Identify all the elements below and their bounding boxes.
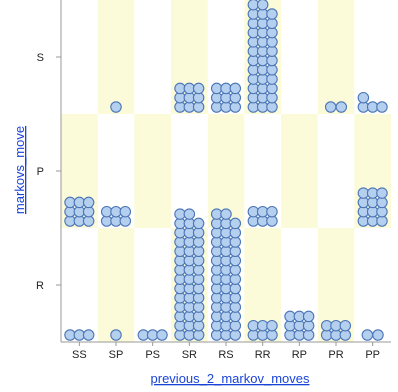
- x-tick-label-SP: SP: [109, 349, 124, 361]
- data-points: [64, 0, 388, 341]
- x-tick-labels: SS SP PS SR RS RR RP PR PP: [72, 342, 380, 361]
- data-point-S-PR: [324, 101, 337, 113]
- data-point-S-RS: [229, 82, 242, 95]
- data-point-R-PP: [361, 329, 374, 341]
- data-point-R-RS: [229, 217, 242, 230]
- data-point-S-RR: [266, 8, 278, 20]
- x-tick-label-RP: RP: [292, 349, 307, 361]
- x-tick-label-RS: RS: [218, 349, 233, 361]
- data-point-P-SS: [82, 196, 95, 209]
- data-point-S-PR: [335, 101, 348, 113]
- band-R-SP: [97, 228, 135, 342]
- data-point-S-PP: [357, 91, 370, 104]
- y-tick-label-S: S: [37, 52, 44, 64]
- data-point-R-SR: [192, 217, 205, 230]
- band-S-SP: [97, 0, 135, 114]
- data-point-R-SS: [82, 329, 95, 341]
- data-point-R-SR: [183, 208, 196, 220]
- data-point-S-SP: [110, 101, 122, 113]
- band-P-PS: [134, 114, 171, 228]
- data-point-S-PP: [376, 101, 388, 113]
- data-point-R-RS: [220, 208, 232, 220]
- y-tick-label-R: R: [36, 280, 44, 292]
- x-tick-label-PS: PS: [145, 349, 160, 361]
- x-tick-label-SS: SS: [72, 349, 87, 361]
- data-point-R-SP: [110, 329, 122, 341]
- data-point-R-PP: [372, 329, 384, 341]
- y-axis-title[interactable]: markovs_move: [12, 126, 27, 214]
- band-P-RP: [281, 114, 318, 228]
- data-point-R-PS: [156, 329, 168, 341]
- data-point-S-RR: [256, 0, 269, 11]
- band-S-PR: [317, 0, 355, 114]
- y-tick-labels: S P R: [36, 52, 61, 292]
- data-point-P-SP: [119, 205, 132, 218]
- data-point-S-SR: [192, 82, 205, 95]
- x-tick-label-PP: PP: [365, 349, 380, 361]
- data-point-R-PR: [339, 319, 352, 332]
- x-tick-label-RR: RR: [255, 349, 271, 361]
- data-point-P-PP: [376, 187, 388, 199]
- data-point-R-RP: [302, 310, 315, 323]
- x-tick-label-PR: PR: [328, 349, 343, 361]
- data-point-R-RR: [266, 319, 278, 332]
- x-axis-title[interactable]: previous_2_markov_moves: [151, 371, 310, 386]
- x-tick-label-SR: SR: [182, 349, 197, 361]
- data-point-P-RR: [266, 205, 278, 218]
- y-tick-label-P: P: [37, 166, 44, 178]
